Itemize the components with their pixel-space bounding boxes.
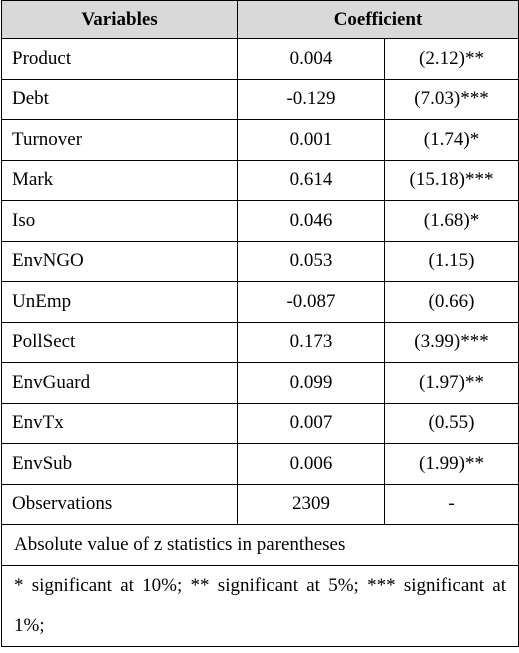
table-row: PollSect 0.173 (3.99)*** bbox=[1, 321, 519, 363]
variable-cell: EnvSub bbox=[1, 443, 238, 485]
note-cell: * significant at 10%; ** significant at … bbox=[0, 565, 519, 647]
table-row: Observations 2309- bbox=[1, 483, 519, 525]
table-row: EnvTx 0.007 (0.55) bbox=[1, 402, 519, 444]
variable-cell: PollSect bbox=[1, 321, 238, 363]
value-cell: 0.053 bbox=[237, 240, 385, 282]
value-cell: 0.099 bbox=[237, 362, 385, 404]
value-cell: (0.55) bbox=[383, 402, 519, 444]
table-row: Turnover 0.001 (1.74)* bbox=[1, 119, 519, 161]
value-cell: 0.001 bbox=[237, 119, 385, 161]
note-row: Absolute value of z statistics in parent… bbox=[0, 524, 519, 566]
table-row: EnvGuard 0.099 (1.97)** bbox=[1, 362, 519, 404]
variable-cell: EnvTx bbox=[1, 402, 238, 444]
variable-cell: Mark bbox=[1, 159, 238, 201]
table-row: EnvNGO 0.053 (1.15) bbox=[1, 240, 519, 282]
value-cell: 0.006 bbox=[237, 443, 385, 485]
value-cell: (1.99)** bbox=[383, 443, 519, 485]
value-cell: -0.087 bbox=[237, 281, 385, 323]
value-cell: (1.15) bbox=[383, 240, 519, 282]
value-cell: 2309 bbox=[237, 483, 385, 525]
table-row: Mark 0.614 (15.18)*** bbox=[1, 159, 519, 201]
variable-cell: EnvGuard bbox=[1, 362, 238, 404]
variable-cell: EnvNGO bbox=[1, 240, 238, 282]
value-cell: 0.004 bbox=[237, 38, 385, 80]
value-cell: (0.66) bbox=[383, 281, 519, 323]
variable-cell: Observations bbox=[1, 483, 238, 525]
variable-cell: UnEmp bbox=[1, 281, 238, 323]
value-cell: 0.046 bbox=[237, 200, 385, 242]
table-row: Debt -0.129 (7.03)*** bbox=[1, 78, 519, 120]
value-cell: (3.99)*** bbox=[383, 321, 519, 363]
header-cell: Variables bbox=[1, 0, 238, 39]
value-cell: -0.129 bbox=[237, 78, 385, 120]
value-cell: (1.74)* bbox=[383, 119, 519, 161]
header-cell: Coefficient bbox=[236, 0, 519, 39]
table-row: Iso 0.046 (1.68)* bbox=[1, 200, 519, 242]
value-cell: (2.12)** bbox=[383, 38, 519, 80]
note-row: * significant at 10%; ** significant at … bbox=[0, 565, 519, 647]
value-cell: (1.97)** bbox=[383, 362, 519, 404]
variable-cell: Product bbox=[1, 38, 238, 80]
variable-cell: Turnover bbox=[1, 119, 238, 161]
value-cell: 0.614 bbox=[237, 159, 385, 201]
value-cell: - bbox=[383, 483, 519, 525]
value-cell: (1.68)* bbox=[383, 200, 519, 242]
value-cell: 0.007 bbox=[237, 402, 385, 444]
table-row: Product 0.004 (2.12)** bbox=[1, 38, 519, 80]
note-cell: Absolute value of z statistics in parent… bbox=[0, 524, 519, 566]
variable-cell: Debt bbox=[1, 78, 238, 120]
value-cell: (7.03)*** bbox=[383, 78, 519, 120]
variable-cell: Iso bbox=[1, 200, 238, 242]
header-row: Variables Coefficient bbox=[1, 0, 519, 39]
value-cell: 0.173 bbox=[237, 321, 385, 363]
table-row: UnEmp -0.087 (0.66) bbox=[1, 281, 519, 323]
value-cell: (15.18)*** bbox=[383, 159, 519, 201]
table-row: EnvSub 0.006 (1.99)** bbox=[1, 443, 519, 485]
